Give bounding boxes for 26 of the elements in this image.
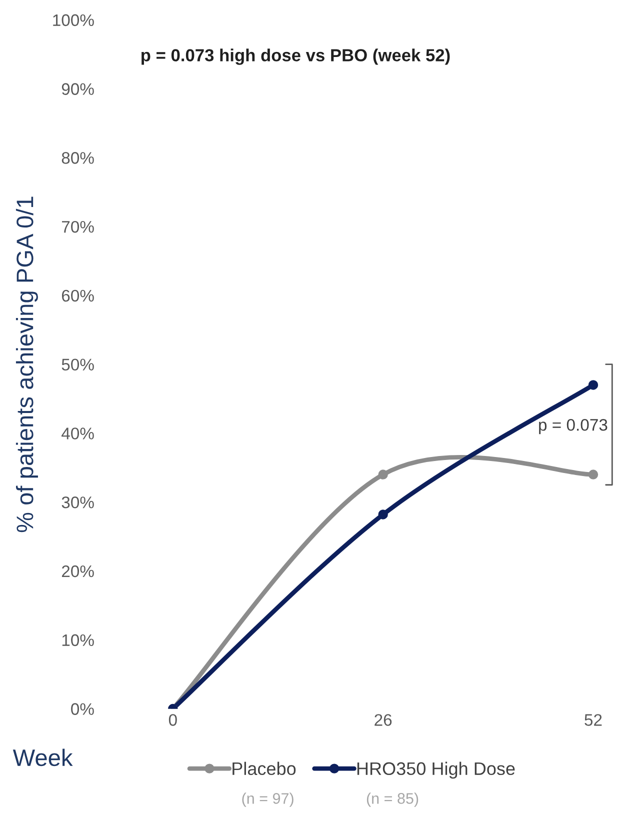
y-tick-label: 0% — [71, 703, 94, 715]
annotation: p = 0.073 — [539, 418, 608, 434]
point — [378, 470, 388, 480]
legend-label: Placebo — [232, 762, 296, 776]
x-tick-label: 0 — [168, 714, 177, 726]
text: p = 0.073 high dose vs PBO (week 52) — [142, 48, 450, 65]
y-tick-label: 70% — [62, 220, 94, 233]
y-axis-title: % of patients achieving PGA 0/1 — [16, 196, 38, 532]
point — [378, 510, 388, 520]
text: (n = 97) — [242, 792, 294, 807]
y-tick-label: 80% — [62, 152, 94, 164]
point — [588, 380, 598, 390]
x-tick-label: 26 — [374, 714, 392, 726]
point — [588, 470, 598, 480]
y-tick-label: 40% — [62, 428, 94, 440]
y-tick-label: 90% — [62, 83, 94, 95]
x-tick-label: 52 — [584, 714, 602, 726]
text: (n = 85) — [366, 792, 418, 807]
y-tick-label: 100% — [53, 14, 94, 26]
legend-label: HRO350 High Dose — [357, 762, 515, 779]
y-tick-label: 60% — [62, 290, 94, 302]
y-tick-label: 30% — [62, 496, 94, 508]
y-tick-label: 10% — [62, 634, 94, 646]
y-tick-label: 50% — [62, 358, 94, 371]
y-tick-label: 20% — [62, 565, 94, 578]
x-axis-title: Week — [12, 748, 73, 766]
